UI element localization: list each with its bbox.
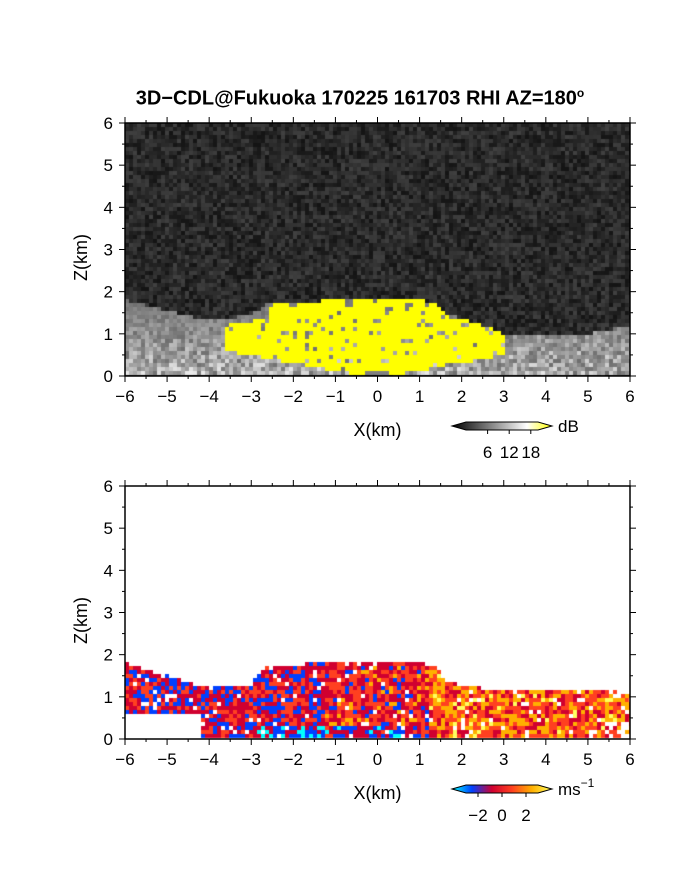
y-tick-label: 5 <box>104 519 113 538</box>
x-tick-label: −5 <box>157 387 176 406</box>
x-tick-label: 5 <box>583 387 592 406</box>
x-tick-label: −5 <box>157 750 176 769</box>
x-tick-label: 3 <box>499 387 508 406</box>
x-axis-label: X(km) <box>354 783 402 803</box>
colorbar-tick-label: −2 <box>468 806 487 825</box>
x-tick-label: −3 <box>242 750 261 769</box>
colorbar-tick-label: 18 <box>521 443 540 462</box>
y-tick-label: 4 <box>104 198 113 217</box>
x-tick-label: 0 <box>373 750 382 769</box>
colorbar-tick-label: 12 <box>500 443 519 462</box>
x-tick-label: 3 <box>499 750 508 769</box>
x-tick-label: 6 <box>625 750 634 769</box>
y-tick-label: 5 <box>104 156 113 175</box>
y-tick-label: 0 <box>104 730 113 749</box>
colorbar-tick-label: 2 <box>521 806 530 825</box>
x-tick-label: 6 <box>625 387 634 406</box>
y-tick-label: 2 <box>104 283 113 302</box>
x-tick-label: −1 <box>326 750 345 769</box>
x-tick-label: 4 <box>541 387 550 406</box>
colorbar <box>450 421 554 431</box>
x-tick-label: 0 <box>373 387 382 406</box>
x-tick-label: −4 <box>199 387 218 406</box>
x-tick-label: −6 <box>115 387 134 406</box>
x-tick-label: 1 <box>415 750 424 769</box>
y-tick-label: 3 <box>104 241 113 260</box>
y-tick-label: 1 <box>104 325 113 344</box>
x-tick-label: 5 <box>583 750 592 769</box>
colorbar-unit: ms−1 <box>558 776 595 799</box>
x-tick-label: −4 <box>199 750 218 769</box>
x-tick-label: 1 <box>415 387 424 406</box>
x-tick-label: −2 <box>284 387 303 406</box>
x-tick-label: 4 <box>541 750 550 769</box>
x-tick-label: −6 <box>115 750 134 769</box>
x-tick-label: −3 <box>242 387 261 406</box>
y-tick-label: 0 <box>104 367 113 386</box>
x-tick-label: 2 <box>457 387 466 406</box>
y-tick-label: 1 <box>104 688 113 707</box>
colorbar-unit: dB <box>558 417 579 436</box>
x-tick-label: −2 <box>284 750 303 769</box>
y-tick-label: 4 <box>104 561 113 580</box>
y-tick-label: 3 <box>104 604 113 623</box>
x-axis-label: X(km) <box>354 420 402 440</box>
y-axis-label: Z(km) <box>71 597 91 644</box>
colorbar-tick-label: 0 <box>497 806 506 825</box>
y-tick-label: 2 <box>104 646 113 665</box>
chart-title: 3D−CDL@Fukuoka 170225 161703 RHI AZ=180o <box>135 86 585 110</box>
colorbar <box>450 784 554 794</box>
y-axis-label: Z(km) <box>71 234 91 281</box>
x-tick-label: −1 <box>326 387 345 406</box>
x-tick-label: 2 <box>457 750 466 769</box>
radar-field <box>125 123 630 376</box>
y-tick-label: 6 <box>104 477 113 496</box>
y-tick-label: 6 <box>104 114 113 133</box>
radar-field <box>125 486 630 739</box>
colorbar-tick-label: 6 <box>483 443 492 462</box>
